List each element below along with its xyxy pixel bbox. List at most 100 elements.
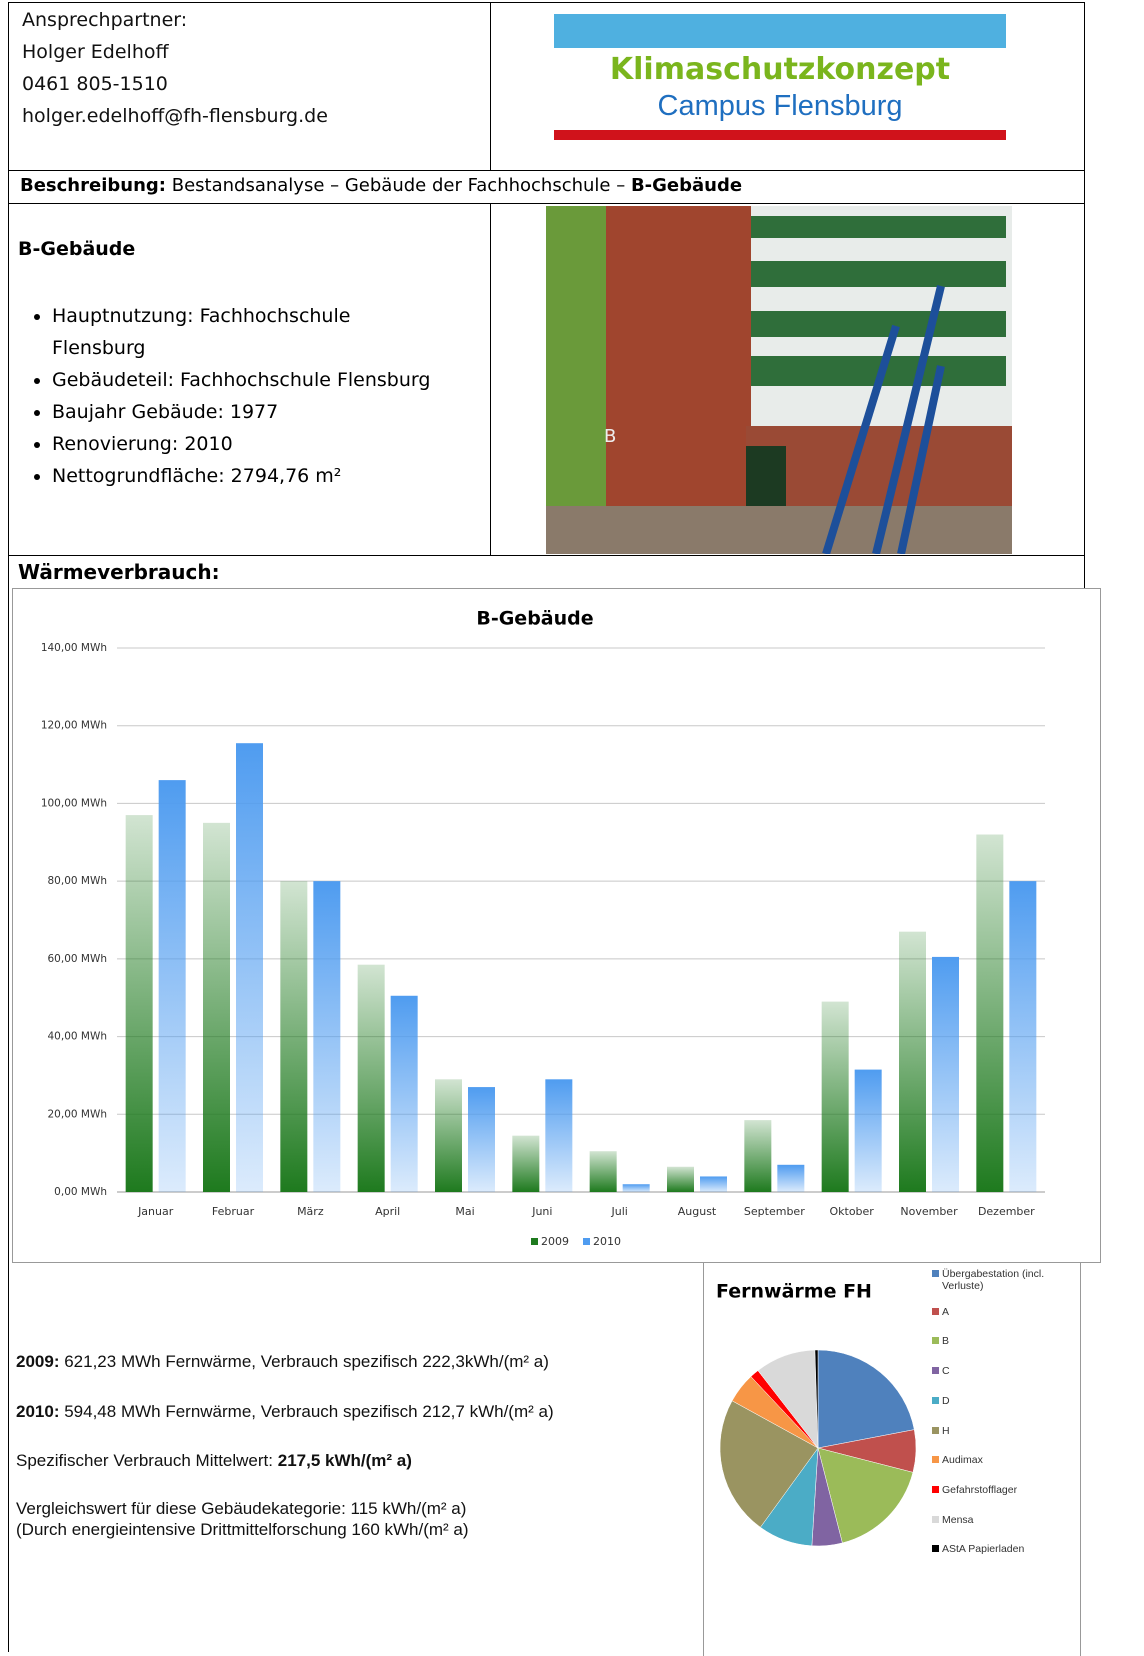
summary-line: Vergleichswert für diese Gebäudekategori… bbox=[16, 1498, 469, 1540]
contact-email: holger.edelhoff@fh-flensburg.de bbox=[22, 105, 328, 127]
text: Bestandsanalyse – Gebäude der Fachhochsc… bbox=[171, 175, 626, 196]
bar bbox=[1009, 881, 1037, 1192]
text: Spezifischer Verbrauch Mittelwert: bbox=[16, 1451, 273, 1470]
border bbox=[1080, 1262, 1081, 1656]
text: Vergleichswert für diese Gebäudekategori… bbox=[16, 1499, 467, 1518]
description: Beschreibung: Bestandsanalyse – Gebäude … bbox=[20, 175, 742, 196]
summary-line: 2010: 594,48 MWh Fernwärme, Verbrauch sp… bbox=[16, 1402, 554, 1422]
item: Renovierung: 2010 bbox=[52, 428, 492, 460]
x-tick-label: Mai bbox=[455, 1205, 474, 1218]
border bbox=[490, 2, 491, 170]
logo-bar bbox=[554, 130, 1006, 140]
bar bbox=[357, 964, 385, 1192]
bar bbox=[203, 822, 230, 1192]
logo-bar bbox=[554, 14, 1006, 48]
y-tick-label: 40,00 MWh bbox=[48, 1031, 108, 1043]
y-tick-label: 120,00 MWh bbox=[41, 720, 107, 732]
bold: 2010: bbox=[16, 1402, 60, 1421]
x-tick-label: September bbox=[744, 1205, 805, 1218]
legend-swatch bbox=[932, 1367, 939, 1375]
bar bbox=[821, 1001, 849, 1192]
bar bbox=[932, 956, 959, 1192]
logo-line2: Campus Flensburg bbox=[657, 90, 903, 122]
summary-line: 2009: 621,23 MWh Fernwärme, Verbrauch sp… bbox=[16, 1352, 549, 1372]
bar bbox=[700, 1176, 727, 1192]
legend-label: H bbox=[942, 1424, 950, 1437]
y-tick-label: 20,00 MWh bbox=[48, 1108, 108, 1120]
section-title: Wärmeverbrauch: bbox=[18, 560, 220, 584]
border bbox=[490, 203, 491, 555]
bar bbox=[512, 1135, 540, 1192]
logo-line1: Klimaschutzkonzept bbox=[609, 52, 951, 87]
y-tick-label: 100,00 MWh bbox=[41, 797, 107, 809]
x-tick-label: Juli bbox=[611, 1205, 628, 1218]
border bbox=[8, 203, 1084, 204]
border bbox=[703, 1262, 704, 1656]
bar bbox=[589, 1151, 617, 1192]
summary-line: Spezifischer Verbrauch Mittelwert: 217,5… bbox=[16, 1451, 412, 1471]
x-tick-label: Dezember bbox=[978, 1205, 1035, 1218]
bar bbox=[236, 743, 263, 1192]
bar bbox=[545, 1079, 573, 1192]
legend-swatch bbox=[932, 1426, 939, 1434]
contact: Ansprechpartner: Holger Edelhoff 0461 80… bbox=[22, 4, 328, 132]
legend-swatch bbox=[932, 1545, 939, 1553]
bar bbox=[280, 881, 308, 1192]
x-tick-label: März bbox=[297, 1205, 324, 1218]
legend-label: C bbox=[942, 1365, 950, 1378]
bold: 2009: bbox=[16, 1352, 60, 1371]
label: Beschreibung: bbox=[20, 175, 166, 196]
item: Nettogrundfläche: 2794,76 m² bbox=[52, 460, 492, 492]
bold: B-Gebäude bbox=[630, 175, 743, 196]
contact-title: Ansprechpartner: bbox=[22, 9, 188, 31]
legend-label: Audimax bbox=[942, 1454, 983, 1467]
x-tick-label: April bbox=[375, 1205, 400, 1218]
text: 594,48 MWh Fernwärme, Verbrauch spezifis… bbox=[64, 1402, 554, 1421]
legend-swatch bbox=[932, 1270, 939, 1277]
building-title: B-Gebäude bbox=[18, 238, 136, 260]
border bbox=[8, 2, 1084, 3]
legend-item: Gefahrstofflager bbox=[932, 1483, 1067, 1496]
legend-item: Übergabestation (incl. Verluste) bbox=[932, 1268, 1067, 1292]
legend-label: Gefahrstofflager bbox=[942, 1483, 1018, 1496]
x-tick-label: Februar bbox=[212, 1205, 255, 1218]
legend-swatch bbox=[932, 1456, 939, 1464]
text: 621,23 MWh Fernwärme, Verbrauch spezifis… bbox=[64, 1352, 549, 1371]
item: Gebäudeteil: Fachhochschule Flensburg bbox=[52, 364, 492, 396]
pie-slice bbox=[719, 1400, 819, 1528]
x-tick-label: August bbox=[678, 1205, 717, 1218]
svg-text:B: B bbox=[604, 426, 616, 447]
bar bbox=[158, 780, 186, 1192]
x-tick-label: Juni bbox=[531, 1205, 552, 1218]
chart-title: Fernwärme FH bbox=[716, 1281, 872, 1303]
legend-label: Mensa bbox=[942, 1513, 974, 1526]
legend-label: AStA Papierladen bbox=[942, 1543, 1025, 1556]
legend-item: AStA Papierladen bbox=[932, 1543, 1067, 1556]
pie-chart: Fernwärme FH bbox=[716, 1281, 917, 1547]
bar bbox=[125, 815, 153, 1192]
legend-item: Mensa bbox=[932, 1513, 1067, 1526]
border bbox=[8, 2, 9, 1652]
legend-item: C bbox=[932, 1365, 1067, 1378]
border bbox=[1084, 2, 1085, 588]
y-tick-label: 60,00 MWh bbox=[48, 953, 108, 965]
legend-label: Übergabestation (incl. Verluste) bbox=[942, 1268, 1045, 1292]
legend-label: 2009 bbox=[541, 1235, 569, 1248]
y-tick-label: 140,00 MWh bbox=[41, 642, 107, 654]
bar bbox=[976, 834, 1004, 1192]
bar-chart: B-Gebäude 0,00 MWh 20,00 MWh 40,00 MWh 60,0… bbox=[12, 588, 1101, 1263]
contact-name: Holger Edelhoff bbox=[22, 41, 169, 63]
legend-label: D bbox=[942, 1394, 950, 1407]
bar bbox=[744, 1120, 772, 1192]
bar bbox=[622, 1184, 650, 1192]
legend-item: A bbox=[932, 1305, 1067, 1318]
y-tick-label: 80,00 MWh bbox=[48, 875, 108, 887]
bar bbox=[777, 1164, 805, 1192]
text: (Durch energieintensive Drittmittelforsc… bbox=[16, 1520, 469, 1539]
legend-swatch bbox=[932, 1337, 939, 1345]
legend-swatch bbox=[932, 1485, 939, 1493]
legend-label: A bbox=[942, 1305, 950, 1318]
contact-phone: 0461 805-1510 bbox=[22, 73, 168, 95]
bar bbox=[854, 1069, 882, 1192]
